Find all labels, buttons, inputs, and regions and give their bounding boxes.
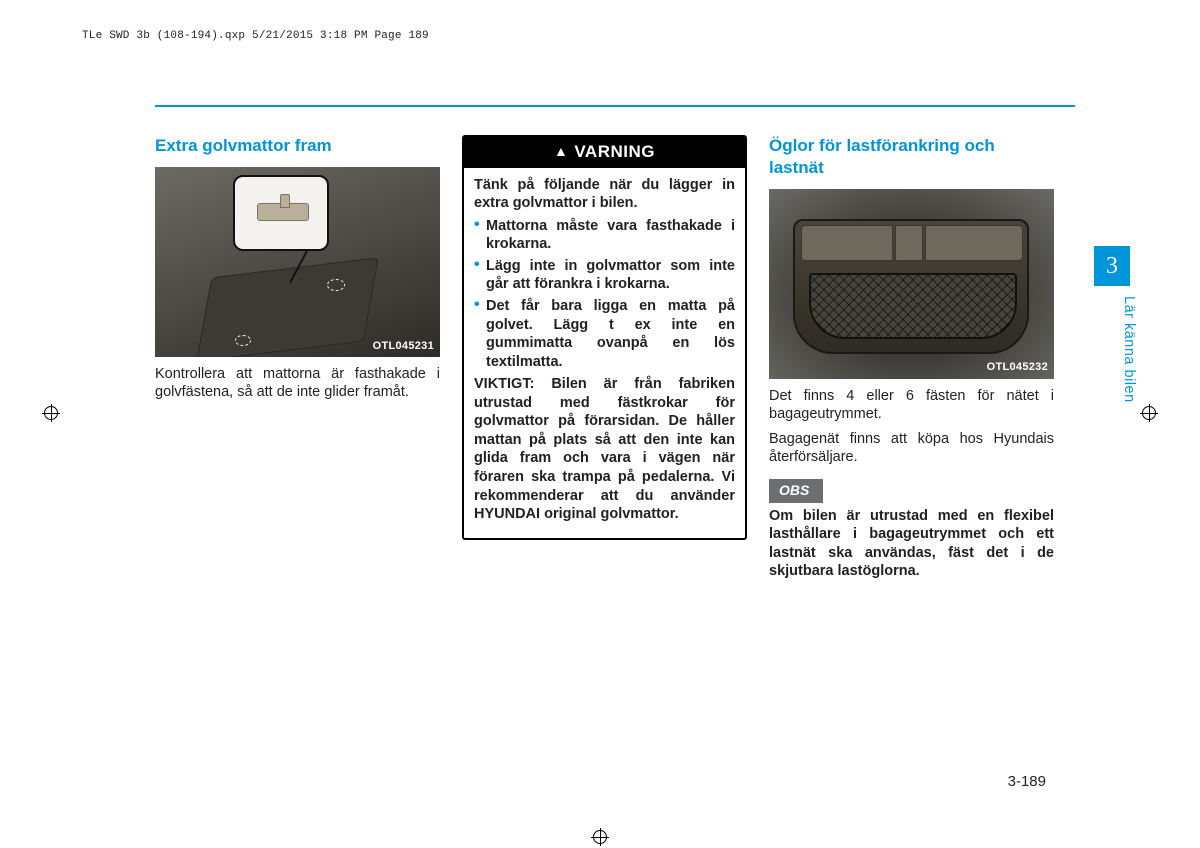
column-middle: ▲ VARNING Tänk på följande när du lägger … [462, 135, 747, 581]
heading-cargo-hooks: Öglor för lastförankring och lastnät [769, 135, 1054, 179]
warning-footer: VIKTIGT: Bilen är från fabriken utrustad… [474, 375, 735, 523]
anchor-ring-icon [235, 335, 251, 346]
warning-intro: Tänk på följande när du lägger in extra … [474, 176, 735, 213]
heading-floor-mats: Extra golvmattor fram [155, 135, 440, 157]
seat-back-icon [925, 225, 1023, 261]
seat-back-icon [801, 225, 893, 261]
warning-bullet: Mattorna måste vara fasthakade i krokarn… [474, 217, 735, 254]
figure-trunk: OTL045232 [769, 189, 1054, 379]
warning-bullet: Lägg inte in golvmattor som inte går att… [474, 257, 735, 294]
column-right: Öglor för lastförankring och lastnät OTL… [769, 135, 1054, 581]
print-slug: TLe SWD 3b (108-194).qxp 5/21/2015 3:18 … [82, 30, 429, 42]
page-content: Extra golvmattor fram OTL045231 Kontroll… [155, 135, 1055, 581]
warning-header: ▲ VARNING [464, 137, 745, 168]
chapter-tab: 3 [1094, 246, 1130, 286]
obs-text: Om bilen är utrustad med en flexibel las… [769, 507, 1054, 581]
trunk-shape [793, 219, 1029, 354]
warning-triangle-icon: ▲ [554, 143, 568, 161]
page-number: 3-189 [1008, 773, 1046, 790]
mat-shape [196, 257, 379, 357]
cargo-body-2: Bagagenät finns att köpa hos Hyundais åt… [769, 430, 1054, 467]
top-rule [155, 105, 1075, 107]
obs-label: OBS [769, 479, 823, 503]
clip-icon [257, 203, 309, 221]
anchor-ring-icon [327, 279, 345, 291]
callout-box [233, 175, 329, 251]
warning-body: Tänk på följande när du lägger in extra … [464, 168, 745, 538]
chapter-side-label: Lär känna bilen [1121, 296, 1137, 403]
seat-back-icon [895, 225, 923, 261]
column-left: Extra golvmattor fram OTL045231 Kontroll… [155, 135, 440, 581]
figure-floor-mat: OTL045231 [155, 167, 440, 357]
warning-list: Mattorna måste vara fasthakade i krokarn… [474, 217, 735, 371]
warning-bullet: Det får bara ligga en matta på golvet. L… [474, 297, 735, 371]
cargo-body-1: Det finns 4 eller 6 fästen för nätet i b… [769, 387, 1054, 424]
crop-mark-icon [42, 404, 60, 422]
image-code: OTL045231 [373, 339, 434, 353]
crop-mark-icon [1140, 404, 1158, 422]
cargo-net-icon [809, 273, 1017, 339]
floor-mat-body: Kontrollera att mattorna är fasthakade i… [155, 365, 440, 402]
warning-label: VARNING [574, 142, 655, 161]
crop-mark-icon [591, 828, 609, 846]
warning-box: ▲ VARNING Tänk på följande när du lägger … [462, 135, 747, 540]
image-code: OTL045232 [987, 360, 1048, 374]
